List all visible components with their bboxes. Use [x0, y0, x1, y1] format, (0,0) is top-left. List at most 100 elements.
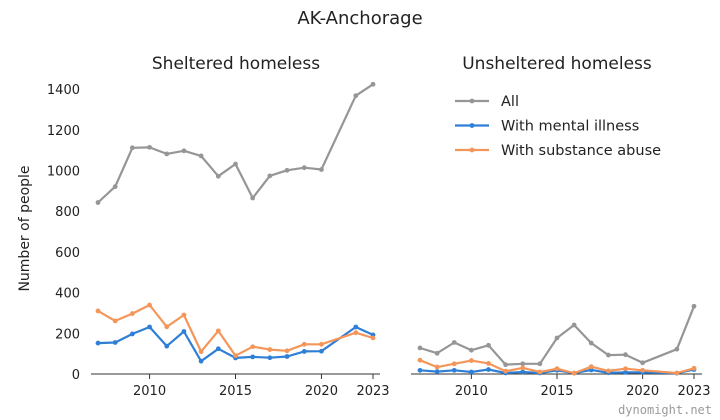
x-tick-label-2023: 2023: [677, 384, 710, 399]
panel-title: Unsheltered homeless: [462, 54, 652, 74]
series-all-point: [267, 173, 273, 179]
series-all-point: [537, 361, 543, 367]
y-tick-label-1000: 1000: [47, 165, 80, 180]
series-with-mental-illness-point: [434, 369, 440, 374]
series-with-substance-abuse-point: [250, 344, 256, 350]
y-tick-label-200: 200: [55, 327, 80, 342]
series-with-substance-abuse-point: [267, 347, 273, 352]
series-with-mental-illness-point: [468, 369, 474, 375]
series-all-point: [284, 167, 290, 173]
series-all-point: [250, 195, 256, 201]
series-all-point: [503, 362, 509, 368]
series-with-substance-abuse-point: [319, 341, 324, 347]
series-with-substance-abuse-line: [419, 359, 695, 375]
series-with-mental-illness-point: [250, 354, 256, 360]
series-with-substance-abuse-point: [301, 341, 307, 347]
x-tick-label-2015: 2015: [540, 384, 573, 399]
series-all-point: [520, 361, 526, 367]
x-tick-label-2023: 2023: [356, 384, 389, 399]
series-with-substance-abuse-point: [588, 364, 594, 370]
series-with-substance-abuse-point: [691, 365, 697, 371]
series-with-substance-abuse-point: [198, 349, 204, 355]
series-with-substance-abuse-point: [674, 370, 680, 376]
series-with-mental-illness-point: [623, 369, 628, 375]
y-axis-label: Number of people: [17, 165, 33, 291]
series-with-substance-abuse-point: [623, 366, 628, 372]
series-all-point: [164, 151, 170, 157]
legend-all-label: All: [501, 94, 519, 110]
watermark: dynomight.net: [618, 403, 712, 417]
x-tick-label-2010: 2010: [455, 384, 488, 399]
series-all-point: [181, 148, 187, 154]
series-with-mental-illness-point: [319, 348, 324, 354]
series-with-substance-abuse-point: [233, 353, 238, 359]
legend-with-substance-abuse-marker: [469, 147, 475, 153]
series-with-mental-illness-point: [284, 354, 290, 359]
series-with-mental-illness-line: [419, 368, 695, 375]
legend-with-substance-abuse-label: With substance abuse: [501, 143, 661, 159]
series-with-substance-abuse-point: [181, 312, 187, 318]
x-tick-label-2015: 2015: [219, 384, 252, 399]
series-with-mental-illness-point: [215, 346, 221, 352]
series-all-point: [468, 347, 474, 353]
series-all-point: [319, 167, 324, 172]
legend-with-mental-illness-marker: [469, 123, 475, 128]
series-all-point: [301, 165, 307, 171]
series-all-point: [571, 322, 577, 328]
series-with-substance-abuse-point: [520, 365, 526, 371]
series-with-substance-abuse-point: [215, 328, 221, 334]
series-all-line: [97, 83, 374, 204]
series-all-point: [588, 340, 594, 346]
series-with-mental-illness-point: [486, 367, 491, 372]
y-tick-label-0: 0: [72, 368, 80, 383]
series-with-substance-abuse-point: [537, 369, 543, 375]
series-with-substance-abuse-point: [571, 370, 577, 376]
series-all-point: [486, 342, 491, 348]
series-with-substance-abuse-point: [164, 324, 170, 330]
series-with-substance-abuse-point: [417, 357, 423, 363]
series-with-mental-illness-point: [95, 340, 101, 346]
series-all-point: [147, 144, 152, 150]
series-all-point: [112, 184, 118, 190]
x-tick-label-2020: 2020: [626, 384, 659, 399]
series-all-point: [129, 145, 135, 151]
series-all-point: [640, 360, 646, 366]
series-with-mental-illness-point: [164, 343, 170, 349]
series-all-point: [434, 350, 440, 356]
series-with-substance-abuse-point: [640, 367, 646, 373]
series-with-substance-abuse-point: [129, 311, 135, 316]
legend-with-mental-illness-label: With mental illness: [501, 119, 639, 135]
series-with-substance-abuse-point: [503, 368, 509, 374]
series-with-mental-illness-point: [267, 355, 273, 361]
series-all-point: [233, 161, 238, 167]
series-all-point: [674, 346, 680, 352]
y-tick-label-400: 400: [55, 287, 80, 302]
y-tick-label-600: 600: [55, 246, 80, 261]
x-tick-label-2020: 2020: [305, 384, 338, 399]
series-all-point: [554, 335, 560, 341]
series-with-substance-abuse-point: [112, 318, 118, 324]
series-with-mental-illness-point: [301, 349, 307, 354]
x-tick-label-2010: 2010: [133, 384, 166, 399]
series-all-point: [605, 352, 611, 358]
series-with-substance-abuse-point: [605, 368, 611, 374]
series-with-substance-abuse-point: [434, 364, 440, 370]
y-tick-label-1400: 1400: [47, 83, 80, 98]
series-all-point: [623, 352, 628, 358]
series-with-substance-abuse-point: [95, 308, 101, 314]
y-tick-label-800: 800: [55, 205, 80, 220]
series-all-point: [691, 303, 697, 309]
series-with-mental-illness-point: [353, 324, 359, 330]
series-with-substance-abuse-point: [353, 330, 359, 336]
series-with-substance-abuse-point: [468, 358, 474, 363]
series-with-substance-abuse-point: [370, 335, 376, 341]
series-with-substance-abuse-point: [451, 361, 457, 367]
series-with-substance-abuse-point: [147, 302, 152, 308]
series-all-point: [417, 345, 423, 351]
legend: All With mental illness With substance abu…: [455, 94, 661, 159]
series-with-mental-illness-point: [520, 369, 526, 375]
series-all-point: [451, 340, 457, 345]
figure-title: AK-Anchorage: [297, 8, 422, 29]
series-all-point: [215, 173, 221, 179]
